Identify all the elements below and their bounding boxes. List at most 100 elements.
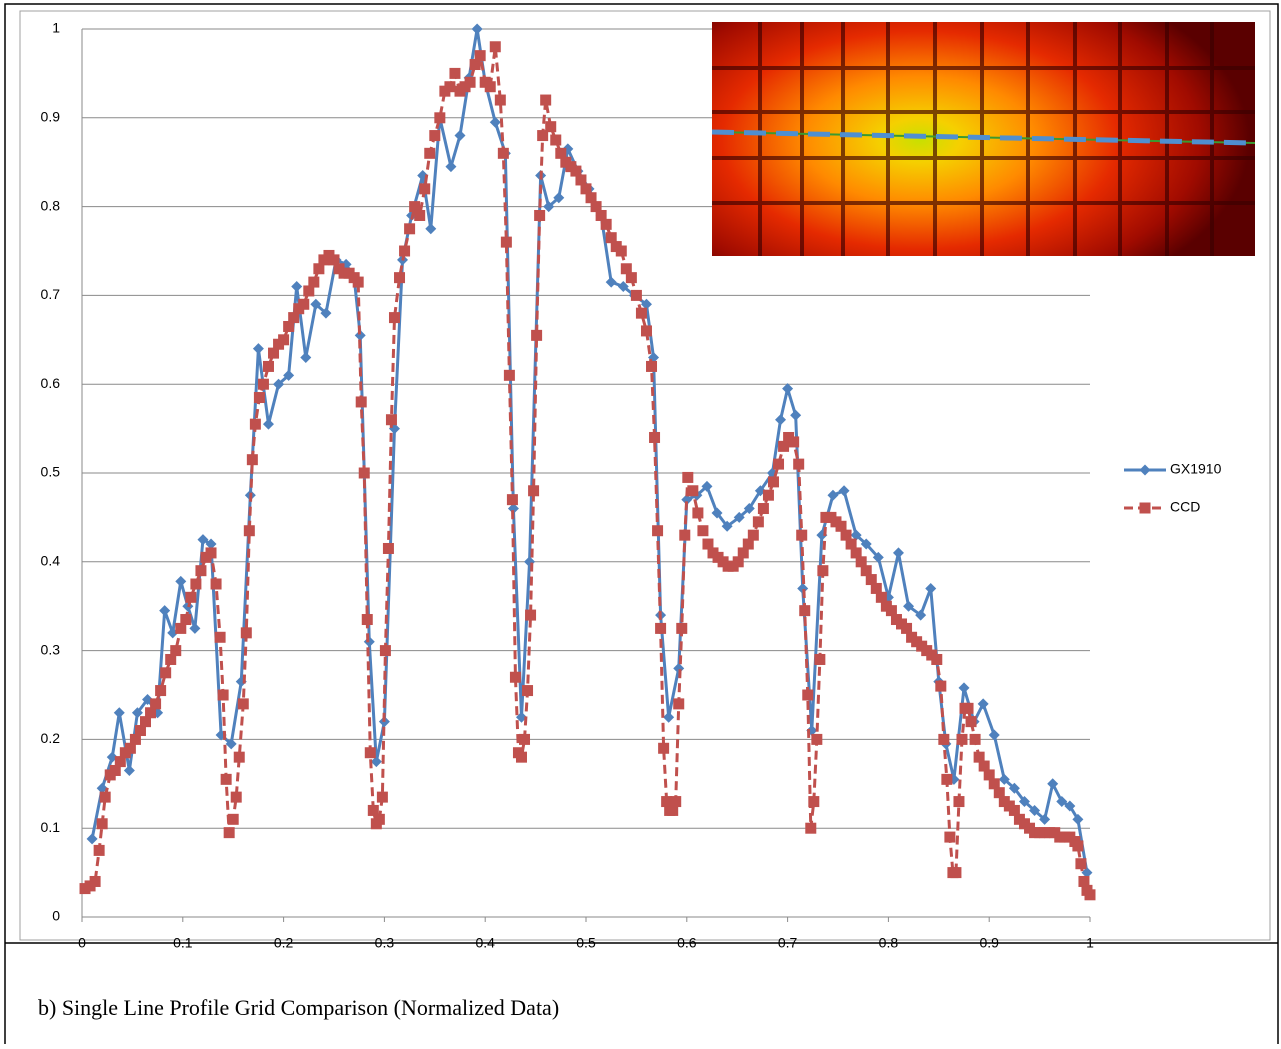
marker	[1084, 889, 1096, 901]
marker	[892, 547, 904, 559]
marker	[129, 733, 141, 745]
y-tick-label: 0.2	[41, 730, 61, 746]
marker	[278, 334, 290, 346]
marker	[775, 414, 787, 426]
marker	[364, 747, 376, 759]
marker	[605, 232, 617, 244]
marker	[580, 183, 592, 195]
marker	[223, 827, 235, 839]
marker	[1008, 782, 1020, 794]
marker	[434, 112, 446, 124]
y-tick-label: 0.5	[41, 464, 61, 480]
marker	[752, 516, 764, 528]
x-tick-label: 0.7	[778, 935, 798, 951]
marker	[197, 534, 209, 546]
marker	[875, 591, 887, 603]
marker	[109, 764, 121, 776]
marker	[640, 298, 652, 310]
marker	[958, 682, 970, 694]
y-tick-label: 0.1	[41, 819, 61, 835]
marker	[676, 622, 688, 634]
marker	[283, 369, 295, 381]
marker	[793, 458, 805, 470]
marker	[355, 396, 367, 408]
marker	[782, 383, 794, 395]
marker	[915, 609, 927, 621]
y-tick-label: 0	[52, 908, 60, 924]
marker	[1081, 867, 1093, 879]
marker	[827, 489, 839, 501]
marker	[464, 76, 476, 88]
marker	[570, 165, 582, 177]
marker	[424, 147, 436, 159]
marker	[983, 769, 995, 781]
marker	[300, 352, 312, 364]
marker	[1064, 800, 1076, 812]
marker	[484, 81, 496, 93]
marker	[1008, 804, 1020, 816]
marker	[145, 707, 157, 719]
marker	[687, 485, 699, 497]
series	[79, 41, 1096, 901]
marker	[635, 307, 647, 319]
marker	[925, 582, 937, 594]
marker	[950, 867, 962, 879]
marker	[283, 320, 295, 332]
marker	[96, 818, 108, 830]
marker	[988, 778, 1000, 790]
marker	[931, 653, 943, 665]
marker	[649, 431, 661, 443]
marker	[978, 760, 990, 772]
marker	[663, 711, 675, 723]
marker	[802, 689, 814, 701]
marker	[903, 600, 915, 612]
marker	[506, 494, 518, 506]
marker	[524, 556, 536, 568]
marker	[113, 707, 125, 719]
marker	[733, 511, 745, 523]
marker	[489, 41, 501, 53]
marker	[367, 804, 379, 816]
marker	[575, 174, 587, 186]
marker	[249, 418, 261, 430]
x-tick-label: 0	[78, 935, 86, 951]
marker	[131, 707, 143, 719]
marker	[1078, 875, 1090, 887]
marker	[767, 476, 779, 488]
marker	[615, 245, 627, 257]
marker	[528, 485, 540, 497]
marker	[449, 67, 461, 79]
marker	[1018, 796, 1030, 808]
marker	[1139, 464, 1151, 476]
marker	[246, 454, 258, 466]
marker	[240, 627, 252, 639]
marker	[217, 689, 229, 701]
marker	[537, 130, 549, 142]
marker	[414, 209, 426, 221]
marker	[617, 281, 629, 293]
marker	[543, 201, 555, 213]
marker	[189, 622, 201, 634]
marker	[757, 503, 769, 515]
marker	[195, 565, 207, 577]
marker	[210, 578, 222, 590]
marker	[93, 844, 105, 856]
marker	[838, 485, 850, 497]
x-tick-label: 0.6	[677, 935, 697, 951]
marker	[540, 94, 552, 106]
marker	[845, 538, 857, 550]
marker	[363, 636, 375, 648]
legend-label: GX1910	[1170, 461, 1222, 477]
marker	[262, 418, 274, 430]
marker	[310, 298, 322, 310]
marker	[124, 742, 136, 754]
y-tick-label: 0.8	[41, 197, 61, 213]
marker	[86, 833, 98, 845]
marker	[519, 733, 531, 745]
x-tick-label: 0.5	[576, 935, 596, 951]
marker	[640, 325, 652, 337]
marker	[1072, 813, 1084, 825]
marker	[253, 392, 265, 404]
marker	[805, 822, 817, 834]
